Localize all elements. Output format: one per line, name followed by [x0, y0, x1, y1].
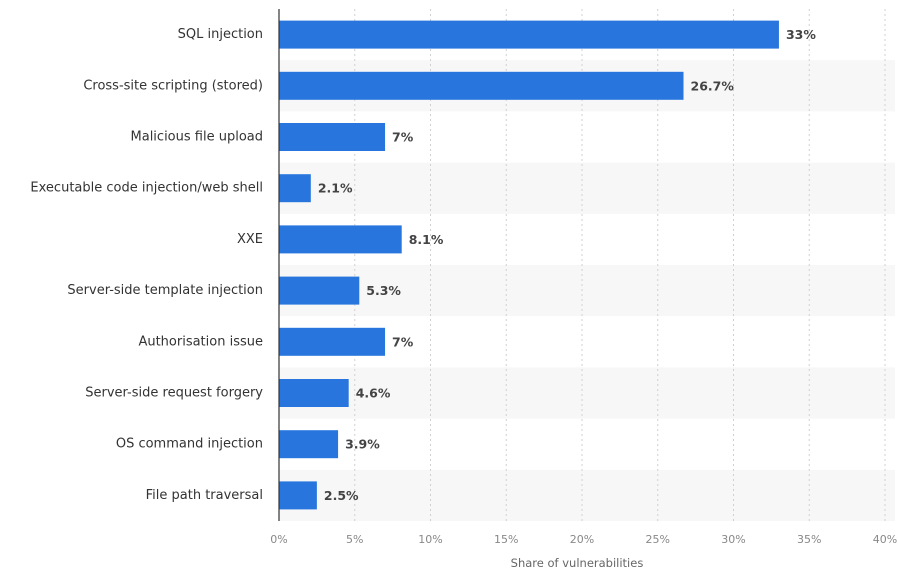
category-label: Cross-site scripting (stored) — [83, 78, 263, 93]
x-tick-labels: 0% 5% 10% 15% 20% 25% 30% 35% 40% — [270, 533, 897, 546]
x-tick-label: 10% — [418, 533, 442, 546]
value-label: 26.7% — [691, 78, 735, 93]
bar[interactable] — [279, 430, 339, 459]
bars — [279, 20, 779, 510]
category-labels: SQL injection Cross-site scripting (store… — [30, 27, 263, 503]
row-band — [279, 367, 895, 419]
category-label: SQL injection — [178, 27, 263, 42]
category-label: OS command injection — [116, 437, 263, 452]
category-label: Authorisation issue — [138, 334, 263, 349]
x-tick-label: 25% — [646, 533, 670, 546]
bar[interactable] — [279, 379, 349, 407]
value-label: 33% — [786, 27, 816, 42]
category-label: File path traversal — [146, 488, 263, 503]
row-band — [279, 162, 895, 214]
x-tick-label: 20% — [570, 533, 594, 546]
x-tick-label: 0% — [270, 533, 287, 546]
x-tick-label: 35% — [797, 533, 821, 546]
category-label: Server-side template injection — [67, 283, 263, 298]
x-tick-label: 5% — [346, 533, 363, 546]
x-axis-title: Share of vulnerabilities — [511, 556, 644, 570]
value-label: 8.1% — [409, 232, 444, 247]
category-label: XXE — [237, 232, 263, 247]
category-label: Server-side request forgery — [85, 386, 263, 401]
value-labels: 33% 26.7% 7% 2.1% 8.1% 5.3% 7% 4.6% 3.9% 2.5% — [318, 27, 817, 503]
value-label: 3.9% — [345, 437, 380, 452]
bar[interactable] — [279, 20, 779, 49]
row-band — [279, 265, 895, 317]
bar[interactable] — [279, 225, 402, 254]
value-label: 7% — [392, 334, 414, 349]
value-label: 2.5% — [324, 488, 359, 503]
x-tick-label: 15% — [494, 533, 518, 546]
bar[interactable] — [279, 123, 386, 151]
bar[interactable] — [279, 71, 684, 100]
bar[interactable] — [279, 174, 311, 203]
value-label: 2.1% — [318, 181, 353, 196]
value-label: 7% — [392, 130, 414, 145]
category-label: Executable code injection/web shell — [30, 181, 263, 196]
bar[interactable] — [279, 327, 386, 356]
row-bands — [279, 60, 895, 521]
bar[interactable] — [279, 276, 360, 305]
row-band — [279, 469, 895, 521]
bar[interactable] — [279, 481, 317, 510]
value-label: 4.6% — [356, 386, 391, 401]
value-label: 5.3% — [366, 283, 401, 298]
x-tick-label: 40% — [873, 533, 897, 546]
category-label: Malicious file upload — [131, 130, 263, 145]
x-tick-label: 30% — [721, 533, 745, 546]
